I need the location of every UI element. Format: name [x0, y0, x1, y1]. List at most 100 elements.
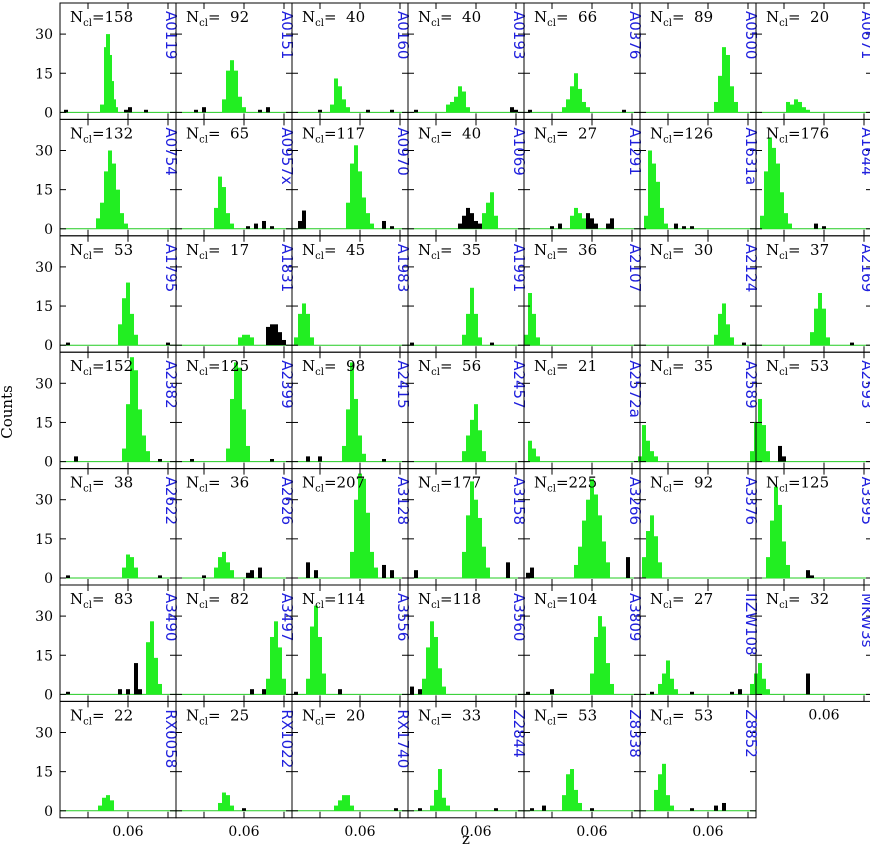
interloper-bar [306, 456, 310, 462]
interloper-bar [470, 213, 474, 229]
cluster-name: A2572a [626, 360, 644, 418]
member-bar [246, 334, 250, 346]
panel-A3158: Ncl=177 A3158 [407, 468, 528, 586]
cluster-name: Z8852 [742, 709, 760, 757]
member-bar [346, 409, 350, 462]
interloper-bar [490, 342, 494, 346]
interloper-bar [850, 342, 854, 346]
interloper-bar [530, 808, 534, 811]
member-bar [298, 313, 302, 346]
ncl-label: Ncl= 65 [186, 124, 249, 145]
member-bar [214, 207, 218, 229]
interloper-bar [202, 575, 206, 578]
panel-A2593: Ncl= 53 A2593 [750, 351, 870, 470]
ncl-label: Ncl= 56 [418, 357, 481, 378]
y-tick-label: 0 [44, 571, 53, 587]
interloper-bar [144, 109, 148, 113]
cluster-name: A0376 [626, 11, 644, 59]
interloper-bar [250, 570, 254, 578]
y-tick-label: 0 [44, 804, 53, 820]
member-bar [574, 207, 578, 229]
interloper-bar [338, 689, 342, 695]
ncl-label: Ncl= 30 [650, 241, 713, 262]
member-bar [442, 686, 446, 695]
panel-A3266: Ncl=225 A3266 [523, 468, 644, 586]
member-bar [610, 683, 614, 695]
member-bar [242, 107, 246, 113]
member-bar [330, 104, 334, 113]
member-bar [762, 425, 766, 462]
member-bar [222, 792, 226, 811]
panel-A2169: Ncl= 37 A2169 [755, 235, 870, 353]
member-bar [114, 107, 118, 113]
interloper-bar [270, 324, 274, 346]
member-bar [772, 147, 776, 229]
cluster-name: A2415 [394, 360, 412, 408]
member-bar [478, 430, 482, 462]
member-bar [142, 435, 146, 462]
cluster-name: A3497 [278, 593, 296, 641]
member-bar [482, 451, 486, 462]
cluster-name: A2457 [510, 360, 528, 408]
member-bar [154, 657, 158, 695]
cluster-name: IIZW108 [742, 593, 760, 656]
interloper-bar [806, 570, 810, 578]
ncl-label: Ncl= 82 [186, 590, 249, 611]
member-bar [238, 96, 242, 113]
member-bar [310, 626, 314, 695]
ncl-label: Ncl= 35 [650, 357, 713, 378]
member-bar [490, 192, 494, 229]
interloper-bar [126, 689, 130, 695]
member-bar [658, 683, 662, 695]
interloper-bar [690, 808, 694, 811]
panel-A2622: Ncl= 38 A2622 [59, 468, 180, 586]
ncl-label: Ncl=152 [70, 357, 133, 378]
member-bar [230, 60, 234, 113]
panel-frame [639, 700, 757, 819]
member-bar [470, 419, 474, 462]
member-bar [578, 88, 582, 113]
member-bar [250, 337, 254, 346]
member-bar [762, 678, 766, 695]
panel-A1631a: Ncl=126 A1631a [639, 118, 760, 237]
y-tick-label: 30 [35, 609, 53, 625]
member-bar [650, 451, 654, 462]
cluster-name: A3809 [626, 593, 644, 641]
interloper-bar [66, 342, 70, 346]
member-bar [314, 605, 318, 695]
member-bar [718, 75, 722, 113]
member-bar [578, 802, 582, 811]
member-bar [112, 163, 116, 229]
member-bar [822, 308, 826, 346]
interloper-bar [674, 223, 678, 229]
ncl-label: Ncl= 53 [70, 241, 133, 262]
member-bar [358, 435, 362, 462]
cluster-name: A2399 [278, 360, 296, 408]
interloper-bar [242, 808, 246, 811]
cluster-name: A2593 [858, 360, 870, 408]
member-bar [334, 78, 338, 113]
panel-A3560: Ncl=118 A3560 [407, 584, 528, 702]
panel-A0151: Ncl= 92 A0151 [175, 2, 296, 120]
member-bar [350, 805, 354, 811]
member-bar [658, 562, 662, 578]
member-bar [354, 499, 358, 578]
panel-RX1740: Ncl= 20 RX1740 [291, 700, 412, 819]
interloper-bar [366, 109, 370, 113]
interloper-bar [134, 663, 138, 695]
member-bar [242, 409, 246, 462]
member-bar [470, 481, 474, 578]
member-bar [776, 163, 780, 229]
member-bar [474, 313, 478, 346]
interloper-bar [270, 226, 274, 229]
panel-A2107: Ncl= 36 A2107 [523, 235, 644, 353]
member-bar [306, 313, 310, 346]
member-bar [466, 515, 470, 578]
member-bar [582, 218, 586, 229]
interloper-bar [550, 689, 554, 695]
ncl-label: Ncl= 38 [70, 474, 133, 495]
member-bar [226, 213, 230, 229]
ncl-label: Ncl=132 [70, 124, 133, 145]
cluster-name: Z2844 [510, 709, 528, 757]
member-bar [462, 91, 466, 113]
